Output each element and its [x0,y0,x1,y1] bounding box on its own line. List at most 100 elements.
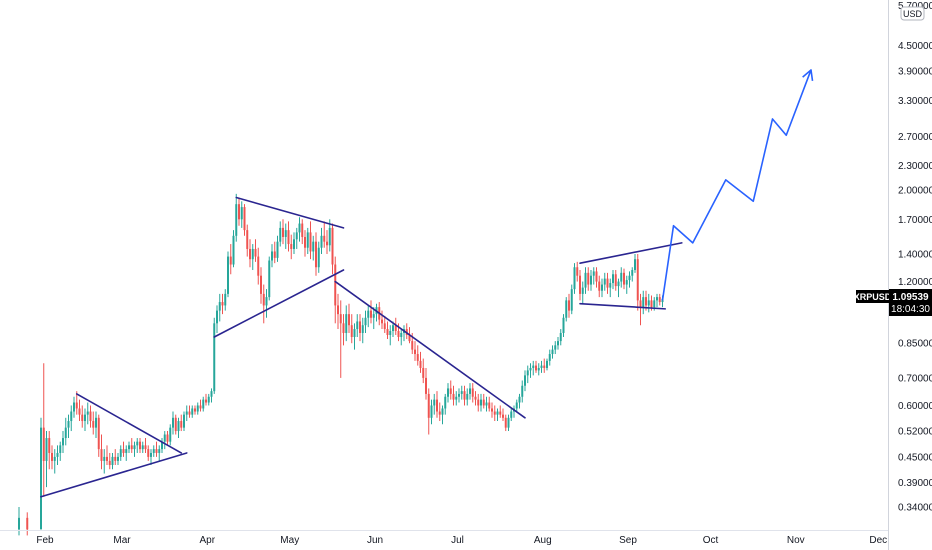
projection-arrowhead [802,69,814,81]
candle [463,385,466,406]
trendline[interactable] [334,280,526,419]
candle-body [328,227,331,246]
candle [601,278,603,298]
trendline[interactable] [235,196,345,229]
candle-body [493,411,496,415]
trendline[interactable] [75,393,183,454]
candle [84,408,86,432]
candle [394,317,397,335]
candle [458,388,460,403]
candle [144,438,147,453]
currency-label: USD [903,9,923,19]
y-tick-label: 0.52000 [898,427,932,438]
y-tick-label: 0.70000 [898,373,932,384]
candle [617,278,620,298]
candle-body [290,244,293,249]
candle [301,219,304,245]
candle [251,244,254,271]
trendline[interactable] [213,269,345,338]
candle-body [78,408,81,415]
candle-body [631,270,634,276]
candle-body [320,235,323,248]
candle [246,224,249,257]
candle [348,303,350,333]
candle [466,388,469,406]
candle [460,385,463,400]
candle [73,396,75,418]
candle-body [282,227,284,237]
candle-body [158,449,161,453]
candle-body [177,421,180,432]
candle-body [430,405,433,418]
candle-body [350,325,353,338]
candle [268,256,271,301]
candle-body [474,396,477,400]
candle-body [576,267,579,276]
candle-body [150,452,152,457]
candle-body [623,272,625,285]
candle-body [224,293,227,306]
candle-body [100,449,103,461]
candle-body [334,264,337,306]
candle-body [554,345,557,350]
trendline[interactable] [579,242,683,264]
candle [100,434,103,470]
candle [254,239,257,262]
candle [108,452,111,470]
candle [623,268,625,290]
price-axis[interactable]: 4.50000 3.90000 3.30000 2.70000 2.30000 2.000… [898,41,932,514]
candle-body [199,405,202,409]
candle-body [491,408,493,412]
candle-body [53,456,56,461]
candle-body [304,236,306,248]
candle-body [194,408,196,412]
candle-body [62,438,64,446]
candle [493,405,496,422]
candle [526,365,529,384]
candle-body [510,411,513,418]
candle-body [625,280,628,285]
candle-body [411,341,414,350]
candle-body [254,248,257,257]
candle-body [515,402,518,409]
candle [441,405,444,425]
candle-body [499,411,502,415]
candle-body [232,235,235,265]
projection-path[interactable] [661,69,812,301]
x-tick-label: Jul [451,535,464,546]
candle-body [452,393,455,400]
y-tick-label: 0.34000 [898,503,932,514]
candle-body [56,452,59,457]
candle-body [477,399,480,406]
candle [155,441,158,457]
candle-body [331,227,334,265]
candle-body [188,411,191,415]
candle-body [337,305,339,315]
candle [642,290,645,315]
candle [433,393,436,415]
candle-body [284,230,287,237]
candle [161,438,163,453]
candle [53,449,56,474]
candle-body [634,259,636,271]
candle-body [414,349,416,355]
time-axis[interactable]: Feb Mar Apr May Jun Jul Aug Sep Oct Nov Dec [36,535,887,546]
currency-badge[interactable]: USD [900,6,925,21]
trendline[interactable] [579,302,667,310]
candle [452,385,455,406]
candle-body [309,232,312,252]
trendline[interactable] [40,452,188,498]
candle [150,449,152,466]
candle-body [229,256,232,265]
candle-body [210,391,213,397]
candle-body [458,393,460,397]
candle [504,414,507,432]
candle [419,351,422,373]
candle-body [587,272,590,285]
candle-body [227,256,229,294]
candle [293,232,295,254]
candle [169,424,172,446]
candle-body [185,411,188,415]
candle [647,293,650,313]
candle [320,227,323,254]
